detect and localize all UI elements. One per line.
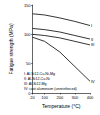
svg-text:I: I xyxy=(91,23,92,28)
svg-text:I: Al-Si12-Cu-Ni-Mg: I: Al-Si12-Cu-Ni-Mg xyxy=(24,72,55,76)
svg-text:Fatigue strength (MPa): Fatigue strength (MPa) xyxy=(8,23,14,74)
svg-text:150: 150 xyxy=(24,3,31,8)
svg-text:400: 400 xyxy=(87,95,94,100)
svg-text:II: II xyxy=(91,37,93,42)
svg-text:0: 0 xyxy=(28,90,31,96)
svg-text:Temperature (°C): Temperature (°C) xyxy=(42,103,81,109)
svg-text:20: 20 xyxy=(30,95,35,100)
svg-text:IV: cast aluminium (unreinforc: IV: cast aluminium (unreinforced) xyxy=(24,87,77,91)
svg-text:200: 200 xyxy=(56,95,63,100)
svg-text:100: 100 xyxy=(24,32,31,37)
svg-text:IV: IV xyxy=(91,79,95,84)
svg-text:300: 300 xyxy=(72,95,79,100)
svg-text:II: Al-Si12-Cu-Ni: II: Al-Si12-Cu-Ni xyxy=(24,77,50,81)
svg-text:III: Al-Si12-Mg: III: Al-Si12-Mg xyxy=(24,82,47,86)
svg-text:100: 100 xyxy=(41,95,48,100)
svg-text:III: III xyxy=(91,42,94,47)
svg-text:50: 50 xyxy=(26,61,31,66)
